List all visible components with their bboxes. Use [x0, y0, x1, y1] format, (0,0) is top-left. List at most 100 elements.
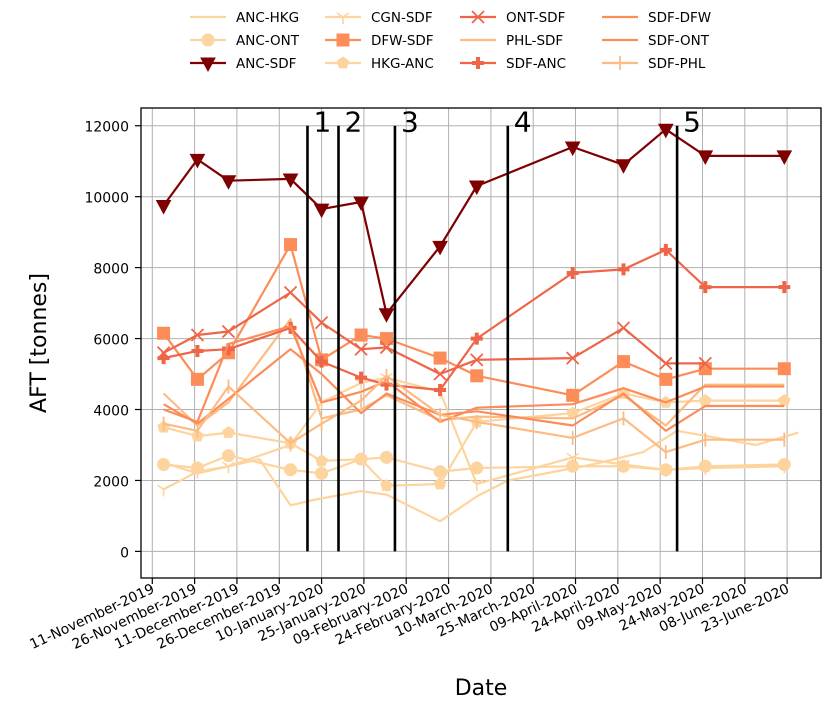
- legend-item-anc-ont: ANC-ONT: [190, 33, 300, 49]
- y-tick-label: 8000: [93, 262, 129, 278]
- series-line-sdf-anc: [163, 248, 785, 392]
- data-point-anc-sdf: [697, 150, 714, 165]
- legend-label: ANC-HKG: [236, 10, 299, 26]
- legend-item-anc-hkg: ANC-HKG: [190, 10, 299, 26]
- legend-item-ont-sdf: ONT-SDF: [460, 10, 565, 26]
- y-tick-label: 10000: [84, 191, 129, 207]
- data-point-ont-sdf: [433, 367, 447, 381]
- event-label: 2: [345, 106, 363, 139]
- data-point-anc-sdf: [313, 203, 330, 219]
- data-point-cgn-sdf: [190, 466, 204, 479]
- event-label: 5: [683, 106, 701, 139]
- data-point-cgn-sdf: [659, 465, 673, 477]
- legend-label: SDF-PHL: [648, 56, 706, 72]
- data-point-sdf-anc: [355, 371, 368, 384]
- legend-marker: [336, 56, 350, 69]
- data-point-ont-sdf: [379, 340, 394, 355]
- data-point-ont-sdf: [616, 321, 631, 335]
- data-point-dfw-sdf: [566, 388, 580, 402]
- data-point-dfw-sdf: [157, 326, 171, 340]
- y-tick-label: 4000: [93, 404, 129, 420]
- legend-label: HKG-ANC: [371, 56, 434, 72]
- data-point-cgn-sdf: [470, 479, 484, 491]
- legend-item-anc-sdf: ANC-SDF: [190, 56, 296, 73]
- data-point-dfw-sdf: [354, 328, 368, 342]
- series-dfw-sdf: [157, 238, 791, 402]
- data-point-sdf-anc: [157, 352, 170, 365]
- data-point-anc-sdf: [615, 159, 632, 174]
- legend-item-sdf-phl: SDF-PHL: [602, 56, 706, 72]
- legend-item-phl-sdf: PHL-SDF: [460, 33, 563, 49]
- data-point-dfw-sdf: [616, 355, 630, 369]
- legend-label: SDF-ONT: [648, 33, 710, 49]
- data-point-dfw-sdf: [659, 372, 673, 386]
- data-point-sdf-anc: [617, 263, 630, 276]
- series-line-anc-sdf: [162, 128, 785, 315]
- legend-marker: [471, 10, 485, 24]
- data-point-dfw-sdf: [190, 372, 204, 386]
- event-label: 4: [514, 106, 532, 139]
- series-phl-sdf: [162, 318, 785, 427]
- series-line-cgn-sdf: [163, 376, 785, 491]
- plot-frame: [140, 107, 822, 579]
- data-point-dfw-sdf: [470, 369, 484, 383]
- y-tick-label: 0: [120, 545, 129, 561]
- series-line-sdf-dfw: [163, 325, 785, 423]
- legend-item-hkg-anc: HKG-ANC: [325, 56, 434, 72]
- series-line-phl-sdf: [162, 318, 785, 427]
- data-point-anc-sdf: [468, 180, 485, 196]
- legend-item-sdf-ont: SDF-ONT: [602, 33, 710, 49]
- grid: [141, 108, 821, 578]
- data-point-dfw-sdf: [379, 332, 393, 346]
- legend-marker: [336, 33, 350, 47]
- data-point-ont-sdf: [566, 351, 580, 365]
- series-sdf-phl: [162, 368, 786, 460]
- data-point-ont-sdf: [470, 353, 484, 367]
- data-point-anc-ont: [284, 463, 298, 477]
- data-point-sdf-anc: [315, 355, 328, 368]
- data-point-hkg-anc: [354, 452, 368, 465]
- data-point-dfw-sdf: [777, 362, 791, 376]
- data-point-anc-sdf: [220, 175, 237, 190]
- data-point-cgn-sdf: [566, 452, 580, 465]
- legend-label: ONT-SDF: [506, 10, 565, 26]
- data-point-anc-sdf: [432, 240, 448, 256]
- data-point-sdf-anc: [470, 332, 483, 345]
- data-point-sdf-anc: [659, 243, 672, 256]
- data-point-sdf-anc: [191, 344, 204, 357]
- data-point-ont-sdf: [190, 328, 205, 342]
- data-point-ont-sdf: [221, 324, 236, 339]
- data-point-cgn-sdf: [617, 459, 630, 472]
- y-tick-label: 6000: [93, 333, 129, 349]
- data-point-hkg-anc: [380, 479, 393, 492]
- series-layer: [155, 123, 799, 523]
- data-point-anc-sdf: [564, 141, 581, 157]
- data-point-sdf-anc: [566, 266, 579, 279]
- series-hkg-anc: [157, 386, 791, 492]
- data-point-anc-sdf: [378, 308, 395, 323]
- series-anc-sdf: [155, 123, 793, 323]
- data-point-hkg-anc: [433, 477, 447, 490]
- data-point-anc-sdf: [155, 200, 172, 215]
- data-point-ont-sdf: [314, 315, 329, 330]
- y-tick-label: 12000: [84, 120, 129, 136]
- data-point-sdf-anc: [778, 281, 791, 294]
- data-point-anc-ont: [221, 449, 235, 463]
- legend-item-sdf-anc: SDF-ANC: [460, 56, 566, 72]
- series-anc-hkg: [163, 429, 799, 523]
- legend-marker: [472, 57, 484, 69]
- event-label: 3: [401, 106, 419, 139]
- series-line-sdf-phl: [163, 374, 785, 454]
- legend-label: CGN-SDF: [371, 10, 433, 26]
- legend-label: DFW-SDF: [371, 33, 434, 49]
- series-line-anc-hkg: [163, 429, 799, 523]
- data-point-cgn-sdf: [222, 461, 235, 474]
- data-point-anc-sdf: [776, 150, 793, 165]
- legend-label: SDF-DFW: [648, 10, 711, 26]
- x-axis-title: Date: [455, 676, 508, 701]
- legend-label: ANC-ONT: [236, 33, 300, 49]
- data-point-hkg-anc: [222, 425, 235, 438]
